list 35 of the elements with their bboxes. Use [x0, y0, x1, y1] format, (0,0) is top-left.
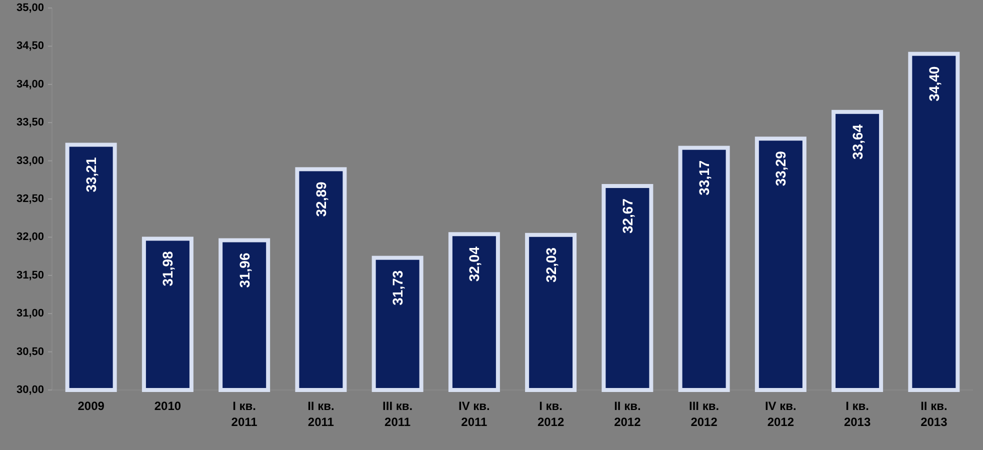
y-tick-label: 35,00 [16, 2, 44, 14]
y-tick-label: 33,00 [16, 154, 44, 167]
x-tick-label: II кв. 2012 [614, 399, 642, 429]
data-label: 33,29 [772, 150, 789, 186]
data-label: 32,89 [312, 181, 329, 217]
y-tick-label: 30,50 [16, 346, 44, 358]
y-tick-label: 30,00 [16, 384, 44, 396]
x-tick-label: 2009 [78, 399, 105, 413]
x-tick-label: I кв. 2011 [231, 399, 258, 429]
y-tick-label: 31,50 [16, 269, 44, 282]
y-tick-label: 34,00 [16, 78, 44, 90]
y-tick-label: 33,50 [16, 116, 44, 129]
x-tick-label: II кв. 2011 [308, 399, 334, 429]
data-label: 31,73 [390, 270, 406, 306]
data-label: 32,03 [542, 247, 559, 282]
x-tick-label: II кв. 2013 [920, 399, 948, 429]
data-label: 33,17 [696, 160, 712, 196]
data-label: 31,96 [236, 252, 252, 288]
data-label: 32,67 [619, 198, 636, 234]
x-tick-label: IV кв. 2011 [458, 399, 490, 429]
y-tick-label: 34,50 [16, 40, 44, 52]
x-tick-label: III кв. 2011 [382, 399, 413, 429]
data-label: 34,40 [926, 66, 942, 102]
data-label: 32,04 [466, 246, 482, 282]
x-tick-label: I кв. 2013 [844, 399, 871, 429]
x-tick-label: 2010 [154, 399, 182, 413]
y-tick-label: 31,00 [16, 308, 44, 320]
y-tick-label: 32,50 [16, 193, 44, 205]
x-tick-label: III кв. 2012 [689, 399, 720, 429]
data-label: 31,98 [160, 251, 176, 286]
data-label: 33,64 [849, 124, 866, 160]
x-tick-label: I кв. 2012 [537, 399, 564, 429]
x-tick-label: IV кв. 2012 [764, 399, 796, 429]
data-label: 33,21 [83, 157, 100, 192]
y-tick-label: 32,00 [16, 231, 44, 244]
